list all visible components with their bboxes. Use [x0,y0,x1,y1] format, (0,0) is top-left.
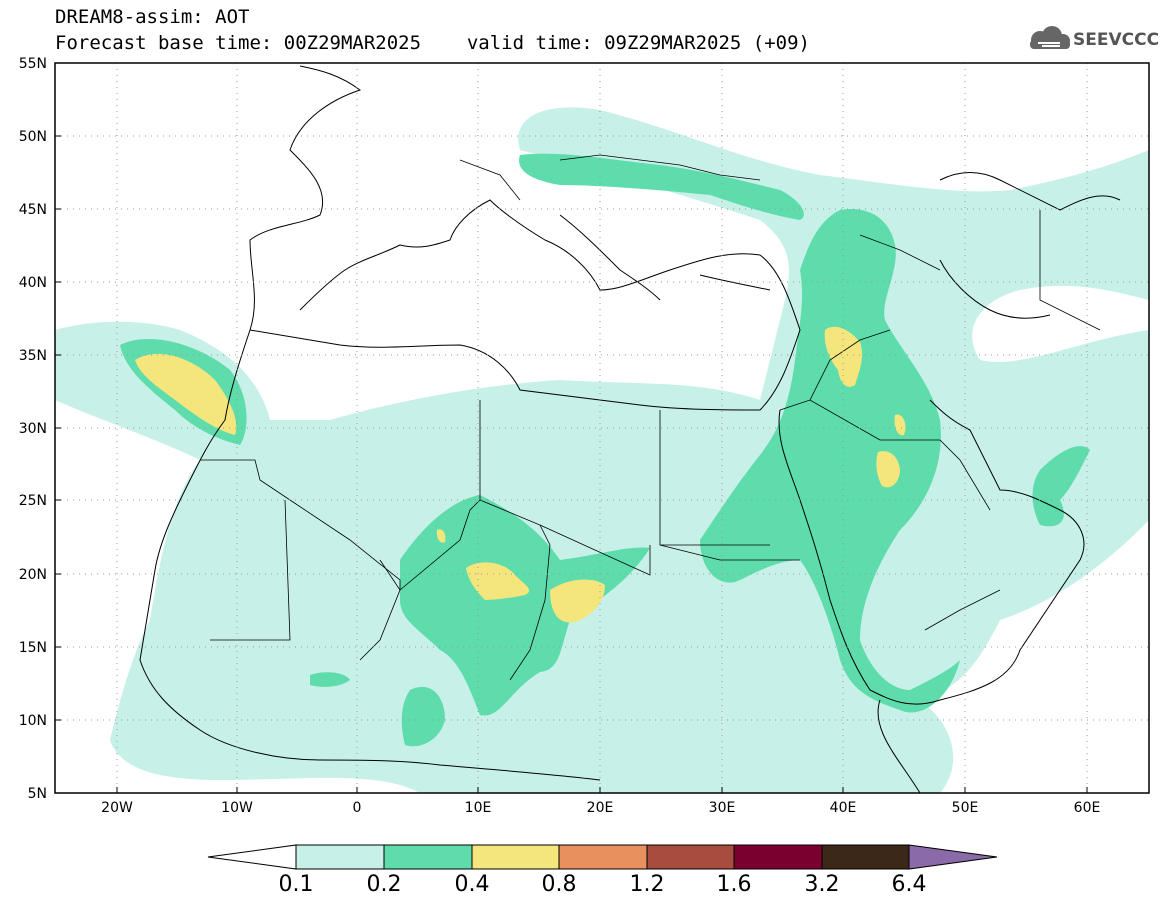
colorbar-swatch-3 [471,844,560,870]
colorbar [207,844,998,870]
colorbar-swatch-5 [646,844,735,870]
logo-text: SEEVCCC [1073,30,1160,50]
lon-tick-40e: 40E [830,800,857,816]
lat-tick-5n: 5N [28,786,47,802]
colorbar-label-0: 0.1 [279,872,314,897]
lat-tick-15n: 15N [19,640,47,656]
lat-tick-30n: 30N [19,421,47,437]
lon-tick-20e: 20E [587,800,614,816]
lon-tick-10e: 10E [465,800,492,816]
colorbar-label-3: 0.8 [542,872,577,897]
lat-tick-40n: 40N [19,275,47,291]
colorbar-swatch-8 [908,844,998,870]
valid-time-label: valid time: 09Z29MAR2025 (+09) [466,32,810,54]
coastlines [139,65,1121,793]
colorbar-swatch-0 [207,844,297,870]
aot-field [55,107,1149,793]
lon-tick-60e: 60E [1074,800,1101,816]
base-time-label: Forecast base time: 00Z29MAR2025 [55,32,422,54]
lon-tick-0: 0 [353,800,362,816]
colorbar-swatch-6 [733,844,823,870]
colorbar-swatch-7 [821,844,910,870]
graticule [55,63,1149,793]
aot-band-0-4 [135,326,906,623]
colorbar-label-7: 6.4 [892,872,927,897]
lat-tick-55n: 55N [19,56,47,72]
lon-tick-10w: 10W [221,800,253,816]
colorbar-label-2: 0.4 [455,872,490,897]
colorbar-label-1: 0.2 [367,872,402,897]
colorbar-label-6: 3.2 [805,872,840,897]
colorbar-label-4: 1.2 [630,872,665,897]
lat-tick-25n: 25N [19,493,47,509]
forecast-times: Forecast base time: 00Z29MAR2025 valid t… [55,32,810,54]
lat-tick-45n: 45N [19,202,47,218]
lon-tick-50e: 50E [952,800,979,816]
colorbar-label-5: 1.6 [717,872,752,897]
colorbar-swatch-2 [383,844,473,870]
lat-tick-10n: 10N [19,713,47,729]
lat-tick-50n: 50N [19,129,47,145]
aot-band-0-1 [55,107,1149,793]
cloud-logo-icon [1030,26,1070,49]
lat-axis: 55N 50N 45N 40N 35N 30N 25N 20N 15N 10N … [19,56,61,802]
lon-tick-20w: 20W [101,800,133,816]
colorbar-swatch-4 [558,844,648,870]
lon-tick-30e: 30E [709,800,736,816]
lon-axis: 20W 10W 0 10E 20E 30E 40E 50E 60E [101,787,1100,816]
lat-tick-20n: 20N [19,567,47,583]
colorbar-labels: 0.1 0.2 0.4 0.8 1.2 1.6 3.2 6.4 [279,872,927,897]
map-title: DREAM8-assim: AOT [55,6,250,28]
colorbar-swatch-1 [295,844,385,870]
lat-tick-35n: 35N [19,348,47,364]
